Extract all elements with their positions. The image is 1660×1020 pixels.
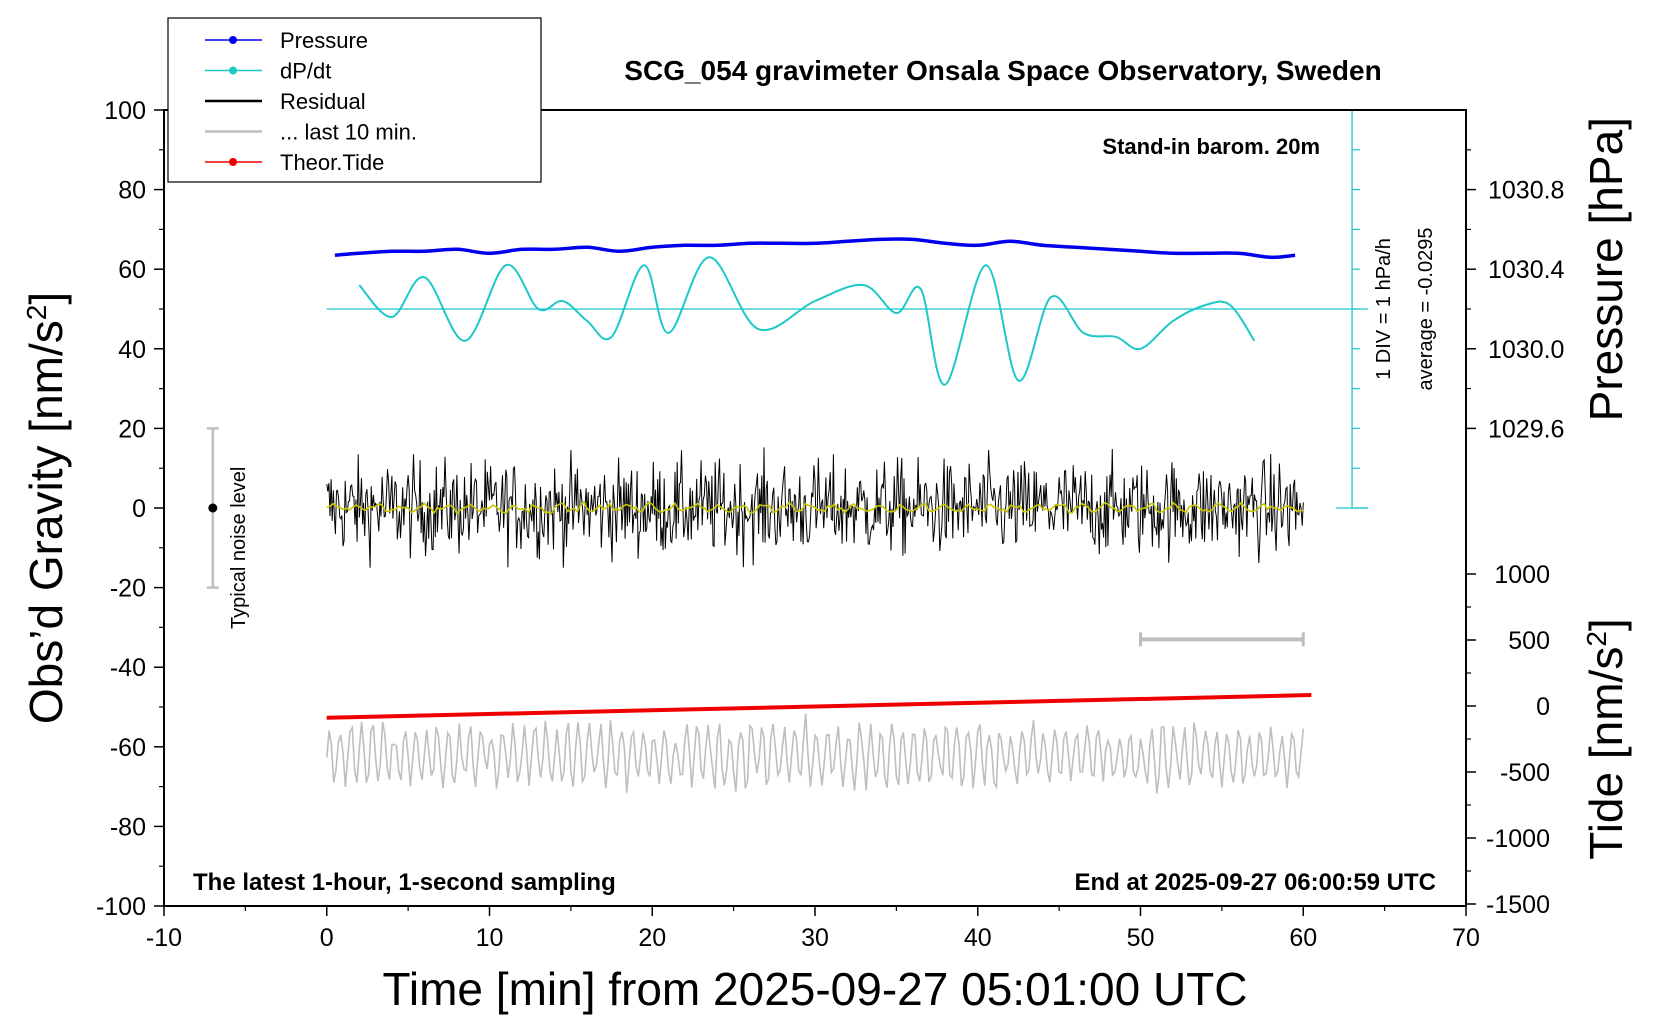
y-left-tick-label: -80: [110, 813, 146, 841]
x-tick-label: 20: [638, 924, 666, 952]
x-tick-label: 30: [801, 924, 829, 952]
y-left-tick-label: -20: [110, 575, 146, 603]
smoothed-residual-line: [326, 500, 1304, 515]
end-time-label: End at 2025-09-27 06:00:59 UTC: [1075, 869, 1437, 896]
y-left-tick-label: 20: [118, 415, 146, 443]
legend-label: dP/dt: [280, 59, 331, 84]
dpdt-scale-label: 1 DIV = 1 hPa/h: [1373, 238, 1395, 380]
legend-label: Residual: [280, 89, 366, 114]
y-pressure-axis-label: Pressure [hPa]: [1580, 117, 1632, 421]
y-pressure-tick-label: 1029.6: [1488, 415, 1564, 443]
noise-level-label: Typical noise level: [228, 467, 250, 629]
legend-marker: [229, 36, 237, 44]
y-tide-tick-label: 0: [1536, 693, 1550, 721]
x-tick-label: 60: [1289, 924, 1317, 952]
dpdt-average-label: average = -0.0295: [1415, 228, 1437, 391]
y-left-tick-label: -40: [110, 654, 146, 682]
pressure-line: [334, 237, 1296, 260]
y-left-tick-label: 60: [118, 256, 146, 284]
y-pressure-tick-label: 1030.4: [1488, 256, 1565, 284]
y-left-tick-label: -100: [96, 893, 146, 921]
legend-marker: [229, 158, 237, 166]
y-left-tick-label: 40: [118, 336, 146, 364]
x-tick-label: 0: [320, 924, 334, 952]
y-pressure-tick-label: 1030.0: [1488, 336, 1564, 364]
y-pressure-tick-label: 1030.8: [1488, 177, 1564, 205]
x-tick-label: -10: [146, 924, 182, 952]
residual-line: [326, 447, 1304, 568]
legend-label: ... last 10 min.: [280, 120, 417, 145]
y-tide-tick-label: 1000: [1494, 561, 1550, 589]
last-10-min-line: [326, 713, 1305, 794]
y-tide-tick-label: -1000: [1486, 825, 1550, 853]
chart-title: SCG_054 gravimeter Onsala Space Observat…: [624, 55, 1381, 86]
annotations: Typical noise level SCG_054 gravimeter On…: [193, 55, 1437, 896]
dpdt-line: [358, 256, 1256, 386]
sampling-label: The latest 1-hour, 1-second sampling: [193, 869, 616, 896]
legend: Pressure dP/dt Residual ... last 10 min. The…: [167, 17, 542, 183]
y-left-tick-label: 0: [132, 495, 146, 523]
y-left-tick-label: 80: [118, 177, 146, 205]
x-tick-label: 50: [1127, 924, 1155, 952]
y-tide-tick-label: -500: [1500, 759, 1550, 787]
y-tide-axis-label: Tide [nm/s2]: [1580, 618, 1632, 859]
plot-area: [206, 109, 1369, 794]
x-axis-label: Time [min] from 2025-09-27 05:01:00 UTC: [383, 963, 1248, 1015]
legend-marker: [229, 66, 237, 75]
y-tide-tick-label: 500: [1508, 627, 1550, 655]
x-tick-label: 40: [964, 924, 992, 952]
x-tick-label: 70: [1452, 924, 1480, 952]
y-left-tick-label: 100: [104, 97, 146, 125]
y-tide-tick-label: -1500: [1486, 891, 1550, 919]
y-left-axis-label: Obs’d Gravity [nm/s2]: [20, 292, 72, 724]
theor-tide-line: [326, 693, 1312, 720]
y-left-tick-label: -60: [110, 734, 146, 762]
barometer-label: Stand-in barom. 20m: [1102, 134, 1320, 159]
legend-label: Theor.Tide: [280, 150, 384, 175]
noise-bar-point: [208, 503, 218, 513]
legend-label: Pressure: [280, 28, 368, 53]
x-tick-label: 10: [476, 924, 504, 952]
